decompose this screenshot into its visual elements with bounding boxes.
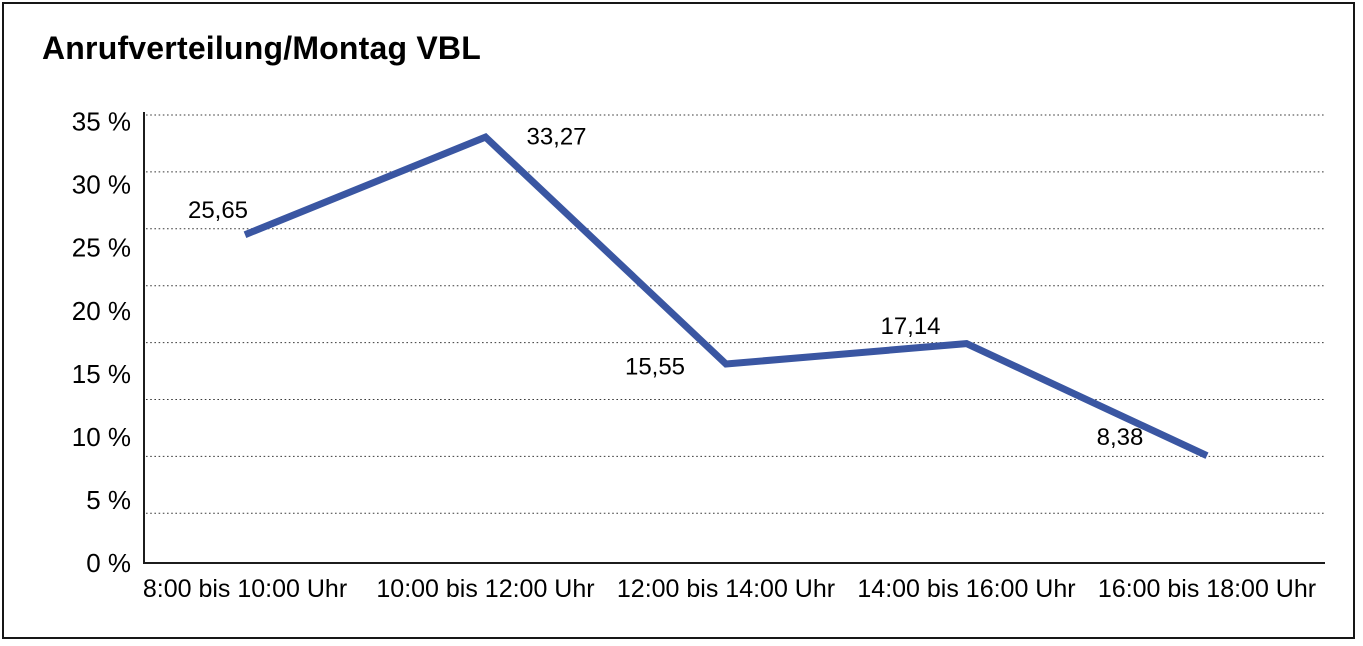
data-label: 8,38 <box>1097 424 1144 451</box>
y-tick-label: 35 % <box>72 107 131 137</box>
x-tick-label: 10:00 bis 12:00 Uhr <box>376 575 594 603</box>
y-tick-label: 0 % <box>86 548 131 578</box>
data-label: 25,65 <box>188 197 248 224</box>
x-tick-label: 16:00 bis 18:00 Uhr <box>1098 575 1316 603</box>
x-tick-label: 8:00 bis 10:00 Uhr <box>143 575 347 603</box>
data-label: 33,27 <box>526 124 586 151</box>
chart-title: Anrufverteilung/Montag VBL <box>42 30 481 66</box>
y-tick-label: 5 % <box>86 485 131 515</box>
data-label: 15,55 <box>625 353 685 380</box>
y-tick-label: 30 % <box>72 170 131 200</box>
series-line <box>243 133 1209 459</box>
y-tick-label: 15 % <box>72 359 131 389</box>
x-tick-label: 14:00 bis 16:00 Uhr <box>857 575 1075 603</box>
x-tick-label: 12:00 bis 14:00 Uhr <box>617 575 835 603</box>
y-tick-label: 25 % <box>72 233 131 263</box>
data-label: 17,14 <box>880 313 940 340</box>
y-tick-label: 10 % <box>72 422 131 452</box>
y-tick-label: 20 % <box>72 296 131 326</box>
